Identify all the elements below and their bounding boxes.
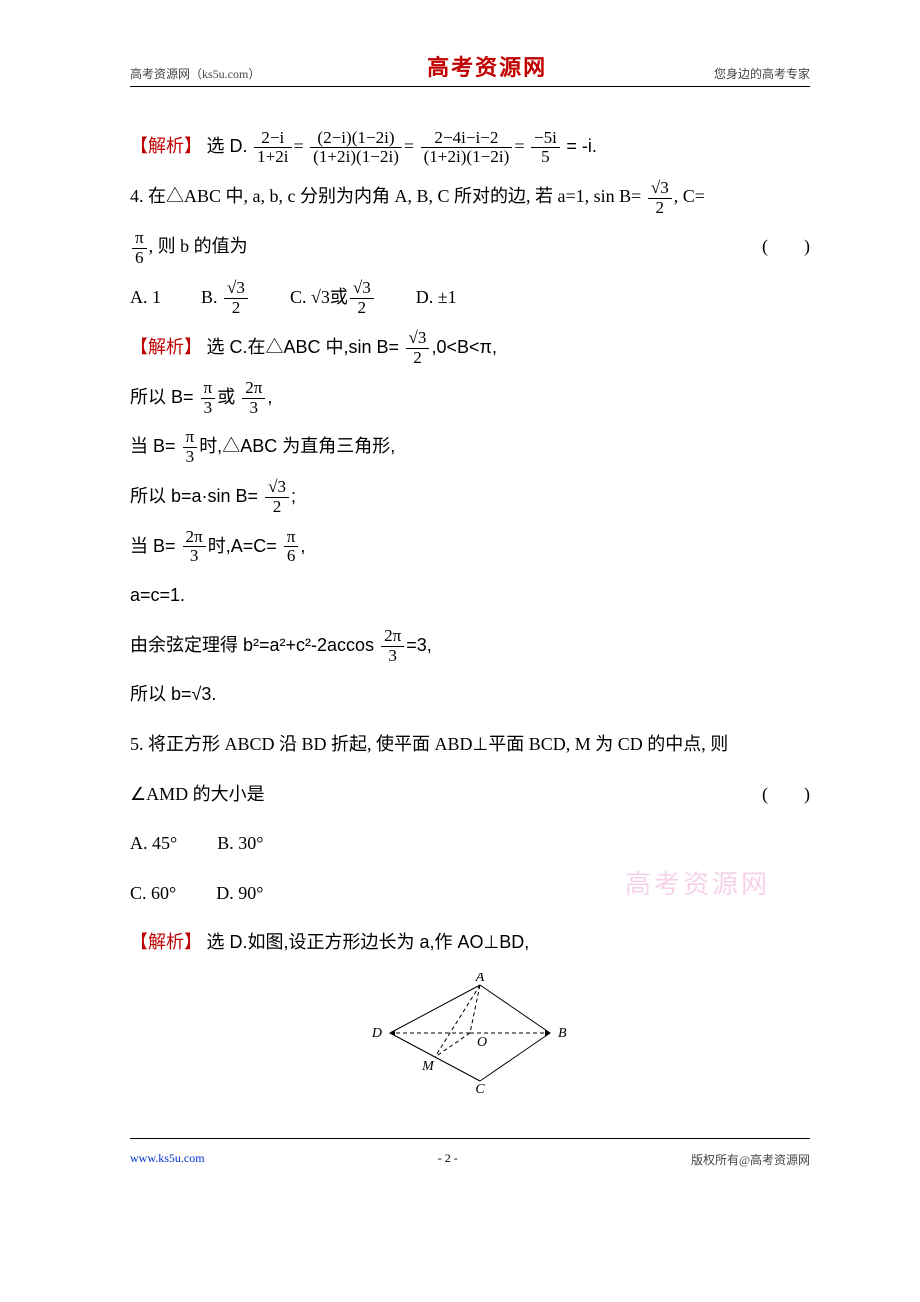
q5-paren: ( ) [762, 775, 810, 815]
q5-figure: A B C D M O [130, 973, 810, 1108]
analysis-tag: 【解析】 [130, 337, 202, 357]
svg-text:C: C [475, 1082, 485, 1093]
q4-opt-a: A. 1 [130, 278, 161, 318]
q5-analysis: 【解析】 选 D.如图,设正方形边长为 a,作 AO⊥BD, [130, 923, 810, 963]
header-right: 您身边的高考专家 [714, 65, 810, 82]
frac-1: 2−i 1+2i [254, 129, 291, 168]
footer-right: 版权所有@高考资源网 [691, 1151, 810, 1168]
q4-stem: 4. 在△ABC 中, a, b, c 分别为内角 A, B, C 所对的边, … [130, 177, 810, 217]
q4-opt-c: C. √3或 √3 2 [290, 278, 376, 318]
footer-rule [130, 1138, 810, 1139]
q4-ana-6: a=c=1. [130, 576, 810, 616]
q4-ana-7: 由余弦定理得 b²=a²+c²-2accos 2π 3 =3, [130, 626, 810, 666]
q4-ana-5: 当 B= 2π 3 时,A=C= π 6 , [130, 527, 810, 567]
frac-4: −5i 5 [531, 129, 560, 168]
footer-center: - 2 - [205, 1151, 691, 1168]
q4-stem-c: , 则 b 的值为 [149, 236, 248, 256]
q4-options: A. 1 B. √3 2 C. √3或 √3 2 D. ±1 [130, 278, 810, 318]
q5-options-row2: C. 60° D. 90° [130, 874, 810, 914]
svg-text:M: M [421, 1059, 435, 1074]
svg-text:D: D [371, 1026, 382, 1041]
q4-frac-2: π 6 [132, 229, 147, 268]
svg-text:A: A [475, 973, 485, 985]
q4-opt-b: B. √3 2 [201, 278, 250, 318]
svg-text:O: O [477, 1035, 487, 1050]
q4-frac-1: √3 2 [648, 179, 672, 218]
header-center: 高考资源网 [260, 50, 714, 82]
footer-left: www.ks5u.com [130, 1151, 205, 1168]
q4-stem-a: 4. 在△ABC 中, a, b, c 分别为内角 A, B, C 所对的边, … [130, 186, 641, 206]
q5-opt-d: D. 90° [216, 874, 263, 914]
q5-stem-1: 5. 将正方形 ABCD 沿 BD 折起, 使平面 ABD⊥平面 BCD, M … [130, 725, 810, 765]
q3-sel: 选 D. [207, 136, 248, 156]
header-rule [130, 86, 810, 87]
q4-ana-1: 【解析】 选 C.在△ABC 中,sin B= √3 2 ,0<B<π, [130, 328, 810, 368]
q5-opt-b: B. 30° [217, 824, 263, 864]
footer: www.ks5u.com - 2 - 版权所有@高考资源网 [130, 1147, 810, 1168]
frac-3: 2−4i−i−2 (1+2i)(1−2i) [421, 129, 513, 168]
analysis-tag: 【解析】 [130, 136, 202, 156]
q5-options-row1: A. 45° B. 30° [130, 824, 810, 864]
q4-ana-4: 所以 b=a·sin B= √3 2 ; [130, 477, 810, 517]
q5-opt-a: A. 45° [130, 824, 177, 864]
q5-stem-2: ∠AMD 的大小是 ( ) [130, 775, 810, 815]
q5-opt-c: C. 60° [130, 874, 176, 914]
frac-2: (2−i)(1−2i) (1+2i)(1−2i) [310, 129, 402, 168]
page: 高考资源网（ks5u.com） 高考资源网 您身边的高考专家 【解析】 选 D.… [0, 0, 920, 1302]
header-left: 高考资源网（ks5u.com） [130, 65, 260, 82]
q4-opt-d: D. ±1 [416, 278, 457, 318]
analysis-tag: 【解析】 [130, 932, 202, 952]
q4-ana-2: 所以 B= π 3 或 2π 3 , [130, 378, 810, 418]
svg-text:B: B [558, 1026, 567, 1041]
header: 高考资源网（ks5u.com） 高考资源网 您身边的高考专家 [130, 50, 810, 86]
geometry-diagram: A B C D M O [370, 973, 570, 1093]
q4-ana-3: 当 B= π 3 时,△ABC 为直角三角形, [130, 427, 810, 467]
q4-ana-8: 所以 b=√3. [130, 675, 810, 715]
q4-stem-b: , C= [674, 186, 705, 206]
q4-stem-line2: π 6 , 则 b 的值为 ( ) [130, 227, 810, 267]
q3-analysis: 【解析】 选 D. 2−i 1+2i = (2−i)(1−2i) (1+2i)(… [130, 127, 810, 167]
content: 【解析】 选 D. 2−i 1+2i = (2−i)(1−2i) (1+2i)(… [130, 127, 810, 1108]
q3-result: = -i. [566, 136, 597, 156]
q4-paren: ( ) [762, 227, 810, 267]
